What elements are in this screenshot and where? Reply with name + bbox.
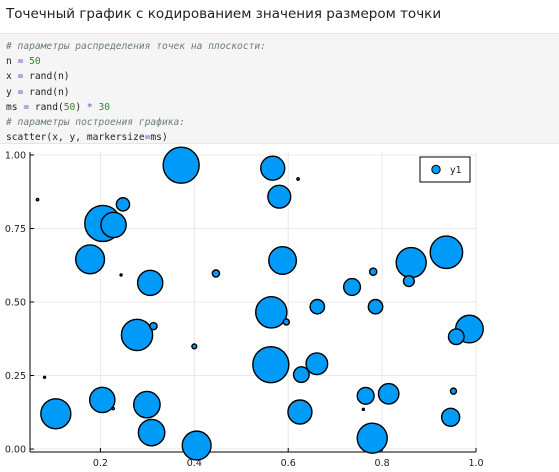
code-line: scatter(x, y, markersize=ms) [6,130,559,145]
data-point [136,269,164,297]
data-point [342,277,362,297]
data-point [356,422,388,454]
data-point [296,177,300,181]
code-cell[interactable]: # параметры распределения точек на плоск… [0,33,559,144]
data-point [211,269,221,278]
y-tick-label: 0.00 [5,445,26,456]
code-line: ms = rand(50) * 30 [6,100,559,115]
data-point [255,295,288,329]
code-line: y = rand(n) [6,85,559,100]
code-token: scatter(x, y, markersize [6,132,145,144]
data-point [402,275,415,288]
code-line: x = rand(n) [6,69,559,84]
x-tick-label: 1.0 [468,458,483,469]
code-token: = [144,132,151,144]
code-token: rand( [29,101,64,113]
data-point [42,375,47,379]
code-token: n [6,56,18,68]
code-token: 50 [63,101,76,113]
data-point [100,211,127,239]
code-token: 50 [29,56,41,68]
y-tick-label: 1.00 [5,150,26,161]
data-point [40,398,72,430]
y-tick-label: 0.25 [5,371,26,382]
y-tick-label: 0.75 [5,224,26,235]
data-point [287,399,313,425]
data-point [361,407,366,412]
data-point [267,184,292,209]
code-token: # параметры распределения точек на плоск… [6,41,266,52]
x-tick-label: 0.4 [187,458,202,469]
data-point [119,273,123,277]
x-tick-label: 0.2 [93,458,108,469]
data-point [120,318,154,352]
data-point [447,328,465,346]
data-point [305,352,329,376]
x-tick-label: 0.6 [281,458,296,469]
x-tick-label: 0.8 [375,458,390,469]
code-token: ms [6,101,24,113]
code-token: ms) [150,132,168,144]
data-point [368,267,378,277]
scatter-plot: 0.2 0.4 0.6 0.8 1.0 0.00 0.25 0.50 0.75 1.00 y1 [5,146,484,469]
legend-label: y1 [450,165,462,176]
code-token: # параметры построения графика: [6,116,186,128]
data-point [395,246,427,279]
y-tick-label: 0.50 [5,298,26,309]
code-token: = [17,71,24,83]
data-point [377,382,400,405]
code-token: y [6,86,18,98]
data-point [449,387,458,395]
data-point [429,235,464,270]
data-point [268,246,298,276]
code-token: = [17,86,24,98]
data-point [162,146,200,184]
data-point [181,430,212,461]
data-point [309,298,326,315]
code-token: * [86,101,93,113]
data-point [137,418,166,447]
code-line: # параметры построения графика: [6,115,559,130]
code-token: rand(n) [23,86,70,98]
legend-box [419,156,471,183]
data-point [132,390,161,419]
code-token: = [17,56,24,68]
code-token: 30 [98,101,111,113]
code-token: ) [75,101,87,113]
data-point [74,244,106,275]
data-point [88,386,116,414]
legend-marker [431,164,441,175]
data-point [440,407,461,427]
code-token: rand(n) [23,71,70,83]
data-point [282,318,291,326]
data-point [356,386,375,405]
legend: y1 [419,156,471,183]
data-point [191,343,198,350]
data-point [252,345,290,384]
code-line: # параметры распределения точек на плоск… [6,39,559,54]
data-point [111,406,115,411]
data-point [35,197,40,202]
data-point [260,155,286,181]
data-point [367,298,384,315]
data-point [149,321,158,331]
data-points [35,146,484,461]
code-token: = [23,101,30,113]
code-token: x [6,71,18,83]
cell-heading: Точечный график с кодированием значения … [6,6,442,22]
data-point [292,366,310,384]
code-line: n = 50 [6,54,559,69]
data-point [115,197,131,212]
